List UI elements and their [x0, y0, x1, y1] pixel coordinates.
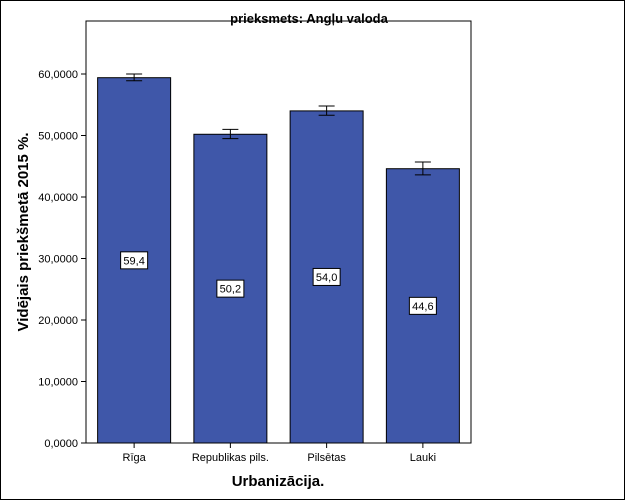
x-category-label: Republikas pils. [192, 452, 269, 464]
chart-title: prieksmets: Angļu valoda [230, 11, 388, 26]
y-tick-label: 60,0000 [38, 69, 78, 81]
y-axis: 0,0000 10,0000 20,0000 30,0000 40,0000 50,000… [38, 69, 86, 450]
data-label: 54,0 [316, 272, 337, 284]
data-labels-group: 59,4 50,2 54,0 44,6 [120, 251, 437, 315]
y-tick-label: 40,0000 [38, 192, 78, 204]
y-tick-label: 10,0000 [38, 377, 78, 389]
y-tick-label: 20,0000 [38, 315, 78, 327]
data-label: 44,6 [412, 301, 433, 313]
y-tick-label: 30,0000 [38, 254, 78, 266]
x-category-label: Rīga [123, 452, 147, 464]
x-category-label: Pilsētas [307, 452, 346, 464]
y-axis-title: Vidējais priekšmetā 2015 %. [15, 132, 32, 331]
x-axis: Rīga Republikas pils. Pilsētas Lauki [123, 443, 436, 464]
x-category-label: Lauki [410, 452, 436, 464]
x-axis-title: Urbanizācija. [232, 473, 325, 490]
y-tick-label: 50,0000 [38, 131, 78, 143]
data-label-box [120, 251, 149, 270]
y-tick-label: 0,0000 [44, 438, 78, 450]
data-label-box [312, 267, 341, 286]
data-label-box [216, 279, 245, 298]
data-label: 59,4 [123, 255, 144, 267]
data-label: 50,2 [220, 284, 241, 296]
data-label-box [408, 296, 437, 315]
error-bars-group [126, 73, 431, 176]
